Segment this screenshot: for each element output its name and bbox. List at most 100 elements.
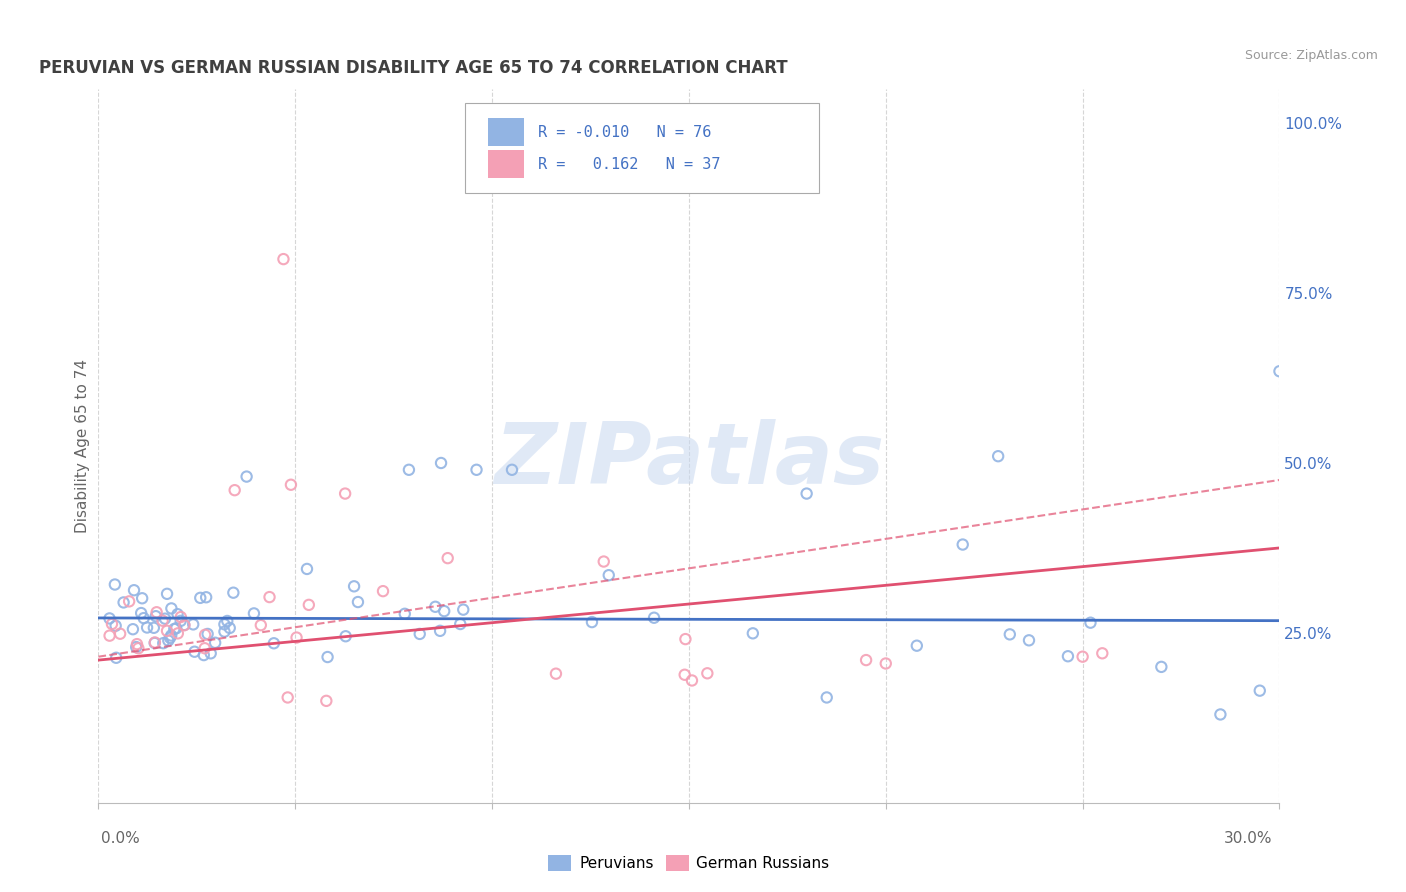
Text: R = -0.010   N = 76: R = -0.010 N = 76 bbox=[537, 125, 711, 139]
Point bbox=[235, 469, 257, 483]
Point bbox=[741, 626, 763, 640]
Point bbox=[122, 583, 145, 598]
Point bbox=[159, 631, 181, 645]
Point bbox=[183, 645, 205, 659]
Point bbox=[1018, 633, 1040, 648]
Point bbox=[875, 657, 897, 671]
Point bbox=[371, 584, 394, 599]
Point bbox=[315, 694, 337, 708]
Point bbox=[343, 579, 366, 593]
Point bbox=[166, 607, 188, 622]
Point bbox=[224, 483, 246, 498]
Point bbox=[136, 620, 159, 634]
Point bbox=[335, 629, 357, 643]
Point bbox=[132, 611, 155, 625]
Point bbox=[105, 650, 128, 665]
Text: 0.0%: 0.0% bbox=[101, 831, 141, 846]
Point bbox=[222, 585, 245, 599]
Point bbox=[214, 624, 236, 639]
Point bbox=[194, 628, 217, 642]
Point bbox=[430, 456, 453, 470]
Point bbox=[1268, 364, 1291, 378]
Point bbox=[796, 486, 818, 500]
Point bbox=[188, 591, 211, 605]
Point bbox=[108, 626, 131, 640]
Point bbox=[143, 635, 166, 649]
Text: 30.0%: 30.0% bbox=[1225, 831, 1272, 846]
Point bbox=[952, 537, 974, 551]
Point bbox=[425, 599, 447, 614]
Point bbox=[152, 636, 174, 650]
Point bbox=[98, 629, 121, 643]
Point bbox=[214, 617, 236, 632]
Point bbox=[145, 605, 167, 619]
Point bbox=[217, 614, 239, 628]
Point bbox=[118, 594, 141, 608]
Point bbox=[544, 666, 567, 681]
Point bbox=[1249, 683, 1271, 698]
Point bbox=[142, 621, 165, 635]
Point bbox=[173, 618, 195, 632]
Point bbox=[298, 598, 321, 612]
Point bbox=[193, 648, 215, 662]
Point bbox=[333, 486, 356, 500]
Point bbox=[250, 618, 273, 632]
Point bbox=[277, 690, 299, 705]
Point bbox=[125, 640, 148, 654]
Point bbox=[170, 610, 193, 624]
FancyBboxPatch shape bbox=[464, 103, 818, 193]
Point bbox=[1071, 649, 1094, 664]
Point bbox=[153, 612, 176, 626]
Point bbox=[157, 633, 180, 648]
Text: ZIPatlas: ZIPatlas bbox=[494, 418, 884, 502]
Text: PERUVIAN VS GERMAN RUSSIAN DISABILITY AGE 65 TO 74 CORRELATION CHART: PERUVIAN VS GERMAN RUSSIAN DISABILITY AG… bbox=[39, 59, 787, 77]
Point bbox=[815, 690, 838, 705]
Point bbox=[259, 590, 281, 604]
Legend: Peruvians, German Russians: Peruvians, German Russians bbox=[544, 850, 834, 875]
Point bbox=[129, 606, 152, 620]
Point bbox=[905, 639, 928, 653]
Y-axis label: Disability Age 65 to 74: Disability Age 65 to 74 bbox=[75, 359, 90, 533]
Point bbox=[125, 637, 148, 651]
Point bbox=[295, 562, 318, 576]
Point bbox=[98, 611, 121, 625]
Text: R =   0.162   N = 37: R = 0.162 N = 37 bbox=[537, 157, 720, 171]
Point bbox=[429, 624, 451, 638]
Point bbox=[143, 636, 166, 650]
Point bbox=[592, 555, 614, 569]
Point bbox=[285, 631, 308, 645]
Point bbox=[273, 252, 295, 266]
Point bbox=[166, 626, 188, 640]
Point bbox=[465, 463, 488, 477]
Point bbox=[243, 607, 266, 621]
Point bbox=[987, 449, 1010, 463]
Point bbox=[598, 568, 620, 582]
Point bbox=[643, 611, 665, 625]
Point bbox=[160, 601, 183, 615]
Point bbox=[263, 636, 285, 650]
Point bbox=[145, 609, 167, 624]
Point bbox=[436, 551, 458, 566]
Point bbox=[104, 619, 127, 633]
Point bbox=[347, 595, 370, 609]
Point bbox=[152, 614, 174, 628]
Point bbox=[200, 646, 222, 660]
Point bbox=[131, 591, 153, 606]
Point bbox=[1209, 707, 1232, 722]
Text: Source: ZipAtlas.com: Source: ZipAtlas.com bbox=[1244, 49, 1378, 62]
Point bbox=[156, 624, 179, 638]
Point bbox=[101, 617, 124, 632]
FancyBboxPatch shape bbox=[488, 150, 523, 178]
Point bbox=[181, 617, 204, 632]
Point bbox=[581, 615, 603, 629]
Point bbox=[449, 617, 471, 632]
Point bbox=[681, 673, 703, 688]
Point bbox=[156, 587, 179, 601]
Point bbox=[170, 614, 193, 628]
Point bbox=[165, 621, 187, 635]
Point bbox=[194, 641, 217, 656]
Point bbox=[160, 628, 183, 642]
Point bbox=[675, 632, 697, 646]
Point bbox=[696, 666, 718, 681]
Point bbox=[409, 627, 432, 641]
